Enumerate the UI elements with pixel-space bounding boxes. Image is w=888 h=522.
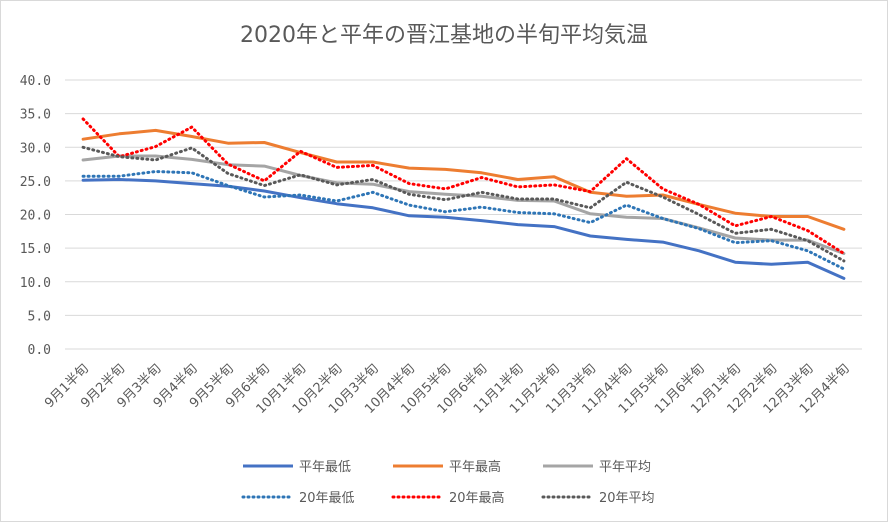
y-tick-label: 10.0 bbox=[20, 276, 51, 291]
series-line bbox=[81, 145, 846, 263]
series-line bbox=[81, 178, 846, 280]
series-lines bbox=[81, 117, 846, 280]
legend-label: 平年最高 bbox=[449, 459, 501, 475]
y-tick-label: 40.0 bbox=[20, 74, 51, 89]
y-tick-label: 25.0 bbox=[20, 175, 51, 190]
y-tick-label: 0.0 bbox=[28, 343, 51, 358]
legend-label: 平年平均 bbox=[599, 460, 651, 475]
legend-label: 20年最低 bbox=[299, 491, 355, 506]
y-axis-ticks: 0.0 5.0 10.0 15.0 20.0 25.0 30.0 35.0 40.0 bbox=[20, 74, 51, 358]
x-axis-ticks: 9月1半旬9月2半旬9月3半旬9月4半旬9月5半旬9月6半旬10月1半旬10月2… bbox=[42, 361, 853, 417]
y-tick-label: 30.0 bbox=[20, 141, 51, 156]
y-tick-label: 15.0 bbox=[20, 242, 51, 257]
legend-label: 20年平均 bbox=[599, 491, 655, 506]
legend: 平年最低 平年最高 平年平均 20年最低 20年最高 20年平均 bbox=[241, 459, 655, 506]
y-tick-label: 20.0 bbox=[20, 209, 51, 224]
series-line bbox=[81, 117, 846, 255]
legend-label: 平年最低 bbox=[299, 460, 351, 475]
series-line bbox=[81, 128, 846, 231]
y-tick-label: 5.0 bbox=[28, 309, 51, 324]
chart-title: 2020年と平年の晋江基地の半旬平均気温 bbox=[240, 23, 648, 48]
gridlines bbox=[65, 79, 862, 350]
y-tick-label: 35.0 bbox=[20, 108, 51, 123]
legend-label: 20年最高 bbox=[449, 490, 505, 506]
series-line bbox=[81, 170, 846, 271]
